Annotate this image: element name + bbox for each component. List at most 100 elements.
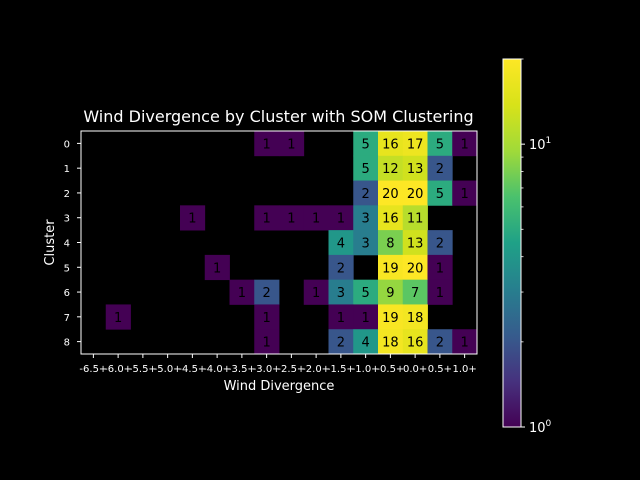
heatmap-cell bbox=[378, 131, 404, 157]
cell-value-label: 1 bbox=[287, 212, 295, 227]
heatmap-cell bbox=[180, 205, 206, 231]
cell-value-label: 11 bbox=[407, 212, 424, 227]
heatmap-cell bbox=[254, 205, 280, 231]
colorbar-tick-label: 101 bbox=[529, 136, 551, 153]
heatmap-cell bbox=[378, 254, 404, 281]
heatmap-cell bbox=[378, 329, 404, 355]
cell-value-label: 1 bbox=[460, 336, 468, 351]
x-tick-label: -1.0+ bbox=[352, 364, 380, 375]
x-tick-label: -5.5+ bbox=[129, 364, 157, 375]
heatmap-cell bbox=[353, 205, 379, 231]
x-axis-ticks: -6.5+-6.0+-5.5+-5.0+-4.5+-4.0+-3.5+-3.0+… bbox=[79, 354, 477, 375]
cell-value-label: 2 bbox=[262, 286, 270, 301]
cell-value-label: 2 bbox=[436, 336, 444, 351]
cell-value-label: 16 bbox=[407, 336, 424, 351]
heatmap-cell bbox=[328, 329, 354, 355]
cell-value-label: 19 bbox=[382, 261, 399, 276]
y-tick-label: 3 bbox=[64, 214, 70, 225]
x-tick-label: -0.5+ bbox=[376, 364, 404, 375]
y-tick-label: 2 bbox=[64, 189, 70, 200]
x-tick-label: -3.0+ bbox=[253, 364, 281, 375]
cell-value-label: 1 bbox=[312, 286, 320, 301]
cell-value-label: 19 bbox=[382, 311, 399, 326]
cell-value-label: 5 bbox=[361, 162, 369, 177]
cell-value-label: 5 bbox=[361, 137, 369, 152]
cell-value-label: 1 bbox=[460, 137, 468, 152]
heatmap-cell bbox=[427, 155, 453, 181]
cell-value-label: 1 bbox=[337, 311, 345, 326]
heatmap-cell bbox=[353, 131, 379, 157]
x-tick-label: -6.5+ bbox=[79, 364, 107, 375]
colorbar: 100 101 bbox=[502, 58, 552, 436]
y-tick-label: 0 bbox=[64, 139, 70, 150]
heatmap-cell bbox=[328, 279, 354, 305]
cell-value-label: 8 bbox=[386, 237, 394, 252]
heatmap-cell bbox=[402, 254, 428, 281]
heatmap-cell bbox=[254, 329, 280, 355]
cell-value-label: 2 bbox=[361, 187, 369, 202]
x-tick-label: 1.0+ bbox=[452, 364, 476, 375]
heatmap-cell bbox=[254, 131, 280, 157]
cell-value-label: 17 bbox=[407, 137, 424, 152]
y-axis-label: Cluster bbox=[43, 219, 58, 266]
heatmap-cell bbox=[254, 279, 280, 305]
x-tick-label: 0.0+ bbox=[403, 364, 427, 375]
cell-value-label: 5 bbox=[436, 187, 444, 202]
cell-value-label: 16 bbox=[382, 137, 399, 152]
heatmap-cell bbox=[402, 230, 428, 256]
heatmap-cell bbox=[353, 279, 379, 305]
heatmap-cell bbox=[328, 230, 354, 256]
cell-value-label: 1 bbox=[361, 311, 369, 326]
heatmap-cell bbox=[353, 230, 379, 256]
heatmap-cell bbox=[427, 131, 453, 157]
heatmap-cell bbox=[402, 131, 428, 157]
cell-value-label: 1 bbox=[312, 212, 320, 227]
colorbar-gradient bbox=[503, 59, 521, 427]
cell-value-label: 1 bbox=[188, 212, 196, 227]
x-axis-label: Wind Divergence bbox=[224, 379, 335, 394]
heatmap-cell bbox=[402, 155, 428, 181]
y-tick-label: 1 bbox=[64, 164, 70, 175]
colorbar-frame bbox=[502, 58, 522, 428]
cell-value-label: 1 bbox=[114, 311, 122, 326]
heatmap-cell bbox=[378, 304, 404, 330]
x-tick-label: -5.0+ bbox=[154, 364, 182, 375]
x-tick-label: -2.0+ bbox=[302, 364, 330, 375]
heatmap-cell bbox=[402, 180, 428, 206]
cell-value-label: 5 bbox=[361, 286, 369, 301]
x-tick-label: -4.0+ bbox=[203, 364, 231, 375]
x-tick-label: -3.5+ bbox=[228, 364, 256, 375]
cell-value-label: 2 bbox=[337, 261, 345, 276]
heatmap-cell bbox=[105, 304, 131, 330]
cell-value-label: 5 bbox=[436, 137, 444, 152]
x-tick-label: 0.5+ bbox=[428, 364, 452, 375]
cell-value-label: 13 bbox=[407, 162, 424, 177]
cell-value-label: 20 bbox=[382, 187, 399, 202]
heatmap-cell bbox=[279, 205, 305, 231]
plot-area: 1 1 5 16 17 5 15 12 13 22 20 20 5 11 1 1 1 1 3 16 114 3 8 13 21 2… bbox=[105, 131, 478, 355]
heatmap-cell bbox=[303, 279, 329, 305]
x-tick-label: -6.0+ bbox=[104, 364, 132, 375]
colorbar-tick-label: 100 bbox=[529, 419, 552, 436]
y-tick-label: 5 bbox=[64, 263, 70, 274]
heatmap-cell bbox=[402, 329, 428, 355]
heatmap-cell bbox=[378, 279, 404, 305]
heatmap-cell bbox=[427, 279, 453, 305]
heatmap-cell bbox=[353, 180, 379, 206]
x-tick-label: -4.5+ bbox=[178, 364, 206, 375]
y-axis-ticks: 0 1 2 3 4 5 6 7 8 bbox=[64, 139, 81, 349]
cell-value-label: 12 bbox=[382, 162, 399, 177]
cell-value-label: 16 bbox=[382, 212, 399, 227]
cell-value-label: 3 bbox=[361, 237, 369, 252]
heatmap-cell bbox=[303, 205, 329, 231]
heatmap-cell bbox=[378, 180, 404, 206]
heatmap-cell bbox=[254, 304, 280, 330]
y-tick-label: 4 bbox=[64, 239, 70, 250]
x-tick-label: -1.5+ bbox=[327, 364, 355, 375]
x-tick-label: -2.5+ bbox=[277, 364, 305, 375]
cell-value-label: 1 bbox=[436, 261, 444, 276]
y-tick-label: 8 bbox=[64, 338, 70, 349]
heatmap-cell bbox=[402, 304, 428, 330]
heatmap-cell bbox=[402, 279, 428, 305]
cell-value-label: 2 bbox=[436, 162, 444, 177]
